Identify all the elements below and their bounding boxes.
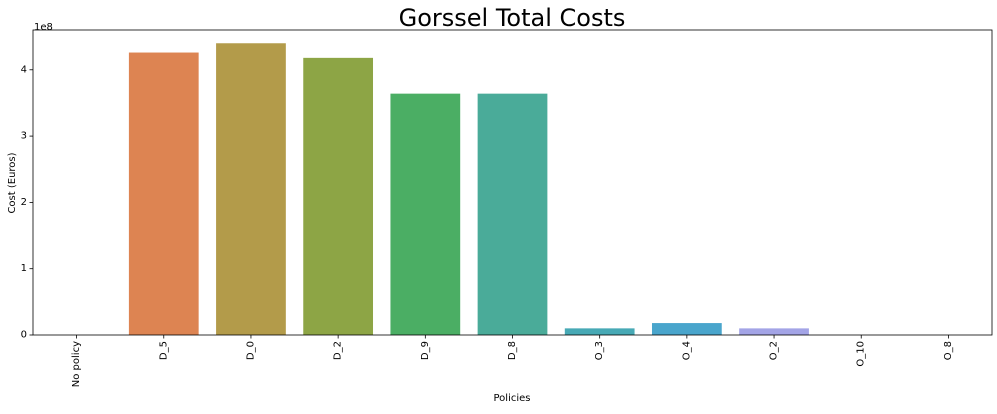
bar-d-5 [128, 52, 199, 335]
bar-d-0 [216, 43, 286, 335]
bar-d-8 [477, 93, 548, 336]
x-axis-label: Policies [494, 393, 531, 404]
x-tick-label: O_4 [681, 341, 692, 360]
y-axis-label: Cost (Euros) [7, 152, 18, 213]
x-tick-label: O_8 [943, 341, 954, 360]
chart-title: Gorssel Total Costs [399, 4, 626, 32]
bar-o-4 [651, 323, 722, 335]
x-tick-label: D_0 [245, 341, 256, 360]
bar-d-9 [390, 93, 461, 336]
x-tick-label: No policy [71, 341, 82, 387]
bars-layer [128, 43, 809, 336]
x-tick-label: O_2 [769, 341, 780, 360]
x-tick-label: D_5 [158, 341, 169, 360]
y-tick-label: 2 [21, 197, 27, 208]
y-tick-label: 0 [21, 330, 27, 341]
plot-frame [32, 29, 993, 336]
bar-o-2 [739, 328, 809, 335]
y-scale-label: 1e8 [34, 22, 53, 33]
x-tick-label: D_2 [333, 341, 344, 360]
x-tick-label: O_3 [594, 341, 605, 360]
y-tick-label: 4 [21, 64, 27, 75]
y-tick-label: 1 [21, 263, 27, 274]
bar-d-2 [303, 57, 374, 335]
y-tick-label: 3 [21, 131, 27, 142]
x-tick-label: D_8 [507, 341, 518, 360]
x-tick-label: D_9 [420, 341, 431, 360]
ticks-layer: No policy D_5 D_0 D_2 D_9 D_8 O_3 O_4 O_2 O_10 O_8… [21, 64, 954, 387]
bar-o-3 [564, 328, 635, 335]
x-tick-label: O_10 [856, 341, 867, 367]
